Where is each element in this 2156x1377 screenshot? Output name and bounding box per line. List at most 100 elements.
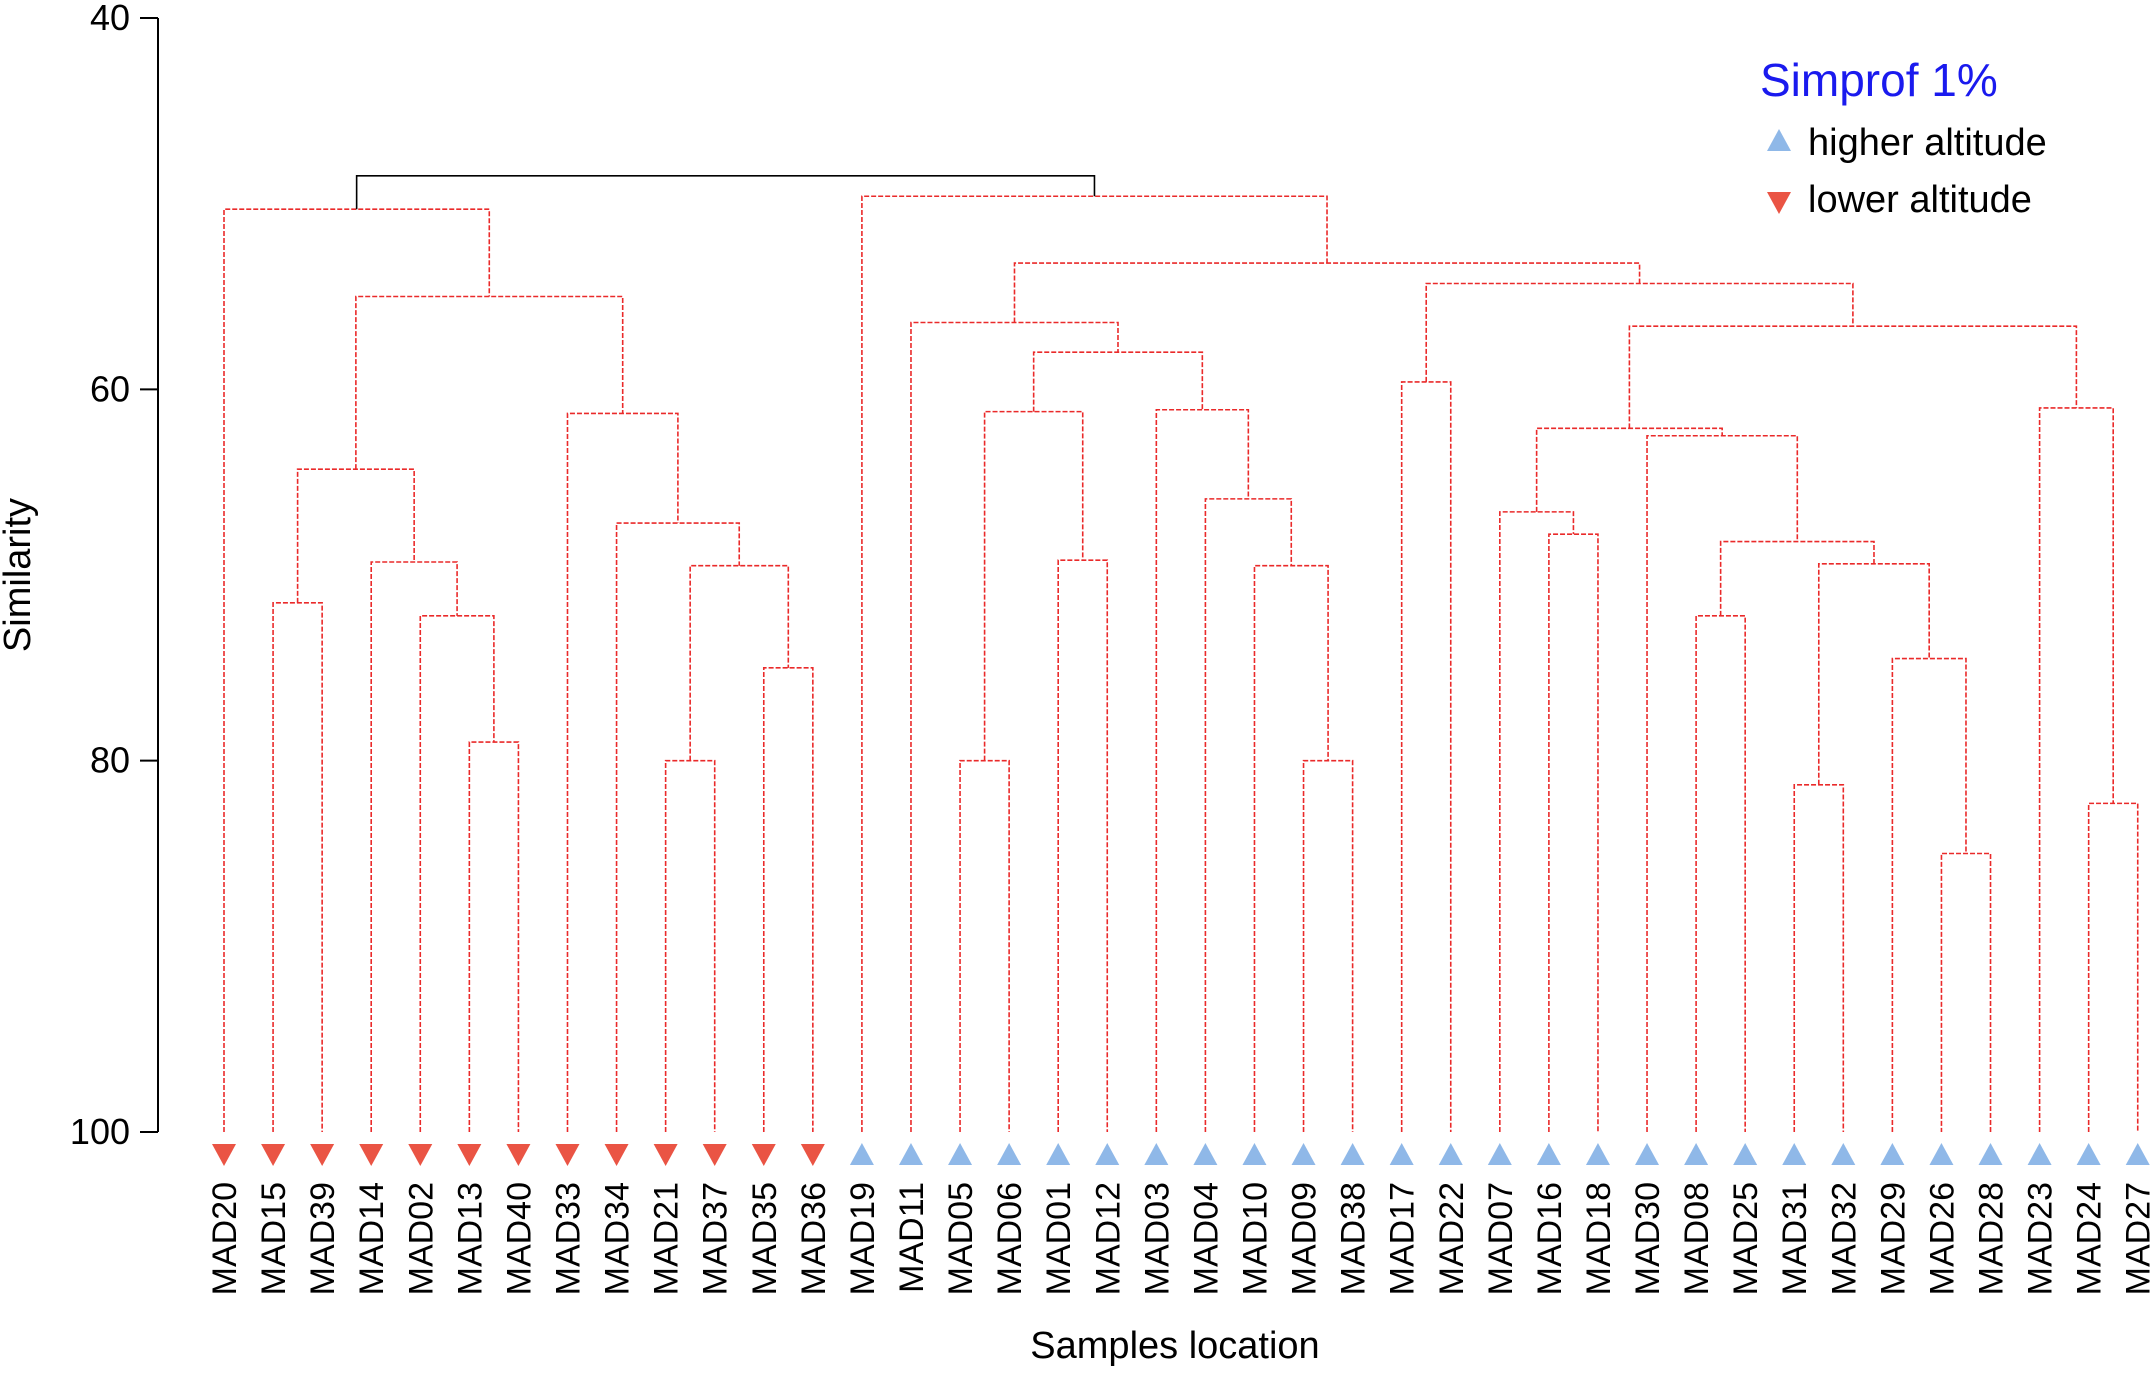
leaf-labels: MAD20 MAD15 MAD39 MAD14 MAD02 MAD13 MAD40 MAD33… xyxy=(206,1182,2156,1295)
dendrogram-branch xyxy=(1425,282,1854,382)
leaf-marker-higher xyxy=(2076,1143,2101,1165)
dendrogram-branch xyxy=(1646,434,1799,1132)
legend-lower-label: lower altitude xyxy=(1808,179,2032,221)
leaf-marker-lower xyxy=(800,1144,825,1166)
dendrogram-branch xyxy=(419,615,495,1132)
dendrogram-branch xyxy=(689,564,790,761)
leaf-marker-lower xyxy=(506,1144,531,1166)
dendrogram-branch xyxy=(1499,511,1575,1132)
leaf-marker-higher xyxy=(1978,1143,2003,1165)
dendrogram-branch xyxy=(1535,427,1723,512)
legend-higher-label: higher altitude xyxy=(1808,122,2047,164)
leaf-label: MAD18 xyxy=(1580,1182,1618,1295)
dendrogram-branch xyxy=(1793,784,1845,1132)
dendrogram-branch xyxy=(468,741,520,1132)
leaf-label: MAD13 xyxy=(451,1182,489,1295)
dendrogram-branch xyxy=(272,602,323,1132)
dendrogram-branch xyxy=(1302,759,1354,1132)
dendrogram-branch xyxy=(566,412,679,1132)
leaf-marker-lower xyxy=(261,1144,286,1166)
dendrogram-branch xyxy=(1548,533,1599,1132)
leaf-marker-higher xyxy=(2027,1143,2052,1165)
dendrogram-branch xyxy=(2087,802,2139,1132)
leaf-marker-higher xyxy=(1144,1143,1169,1165)
dendrogram-branch xyxy=(296,468,415,603)
dendrogram-branch xyxy=(1013,262,1641,323)
y-tick-label: 40 xyxy=(90,0,130,38)
leaf-label: MAD05 xyxy=(942,1182,980,1295)
leaf-label: MAD17 xyxy=(1384,1182,1422,1295)
y-tick-label: 100 xyxy=(70,1111,130,1152)
leaf-marker-higher xyxy=(1095,1143,1120,1165)
y-axis: 40 60 80 100 xyxy=(70,0,159,1152)
leaf-marker-higher xyxy=(898,1143,923,1165)
leaf-label: MAD07 xyxy=(1482,1182,1520,1295)
leaf-marker-lower xyxy=(212,1144,236,1166)
leaf-marker-higher xyxy=(1193,1143,1218,1165)
legend-lower-marker xyxy=(1767,192,1791,214)
leaf-label: MAD16 xyxy=(1531,1182,1569,1295)
leaf-label: MAD12 xyxy=(1089,1182,1127,1295)
dendrogram-branch xyxy=(355,175,1096,210)
leaf-marker-higher xyxy=(1733,1143,1758,1165)
leaf-marker-lower xyxy=(604,1144,629,1166)
leaf-label: MAD22 xyxy=(1433,1182,1471,1295)
leaf-label: MAD14 xyxy=(353,1182,391,1295)
leaf-label: MAD39 xyxy=(304,1182,342,1295)
leaf-label: MAD30 xyxy=(1629,1182,1667,1295)
leaf-marker-lower xyxy=(359,1144,384,1166)
leaf-marker-higher xyxy=(1046,1143,1071,1165)
leaf-label: MAD09 xyxy=(1286,1182,1324,1295)
y-tick-label: 80 xyxy=(90,740,130,781)
dendrogram-branch xyxy=(1155,408,1250,1132)
leaf-label: MAD10 xyxy=(1236,1182,1274,1295)
dendrogram-branch xyxy=(664,759,716,1132)
leaf-marker-lower xyxy=(653,1144,678,1166)
leaf-label: MAD24 xyxy=(2071,1182,2109,1295)
leaf-marker-higher xyxy=(1585,1143,1610,1165)
leaf-label: MAD23 xyxy=(2022,1182,2060,1295)
dendrogram-branch xyxy=(1719,540,1875,616)
leaf-marker-higher xyxy=(1782,1143,1807,1165)
leaf-marker-higher xyxy=(1536,1143,1561,1165)
leaf-marker-lower xyxy=(457,1144,482,1166)
legend: Simprof 1% higher altitude lower altitud… xyxy=(1760,54,2047,221)
leaf-label: MAD25 xyxy=(1727,1182,1765,1295)
dendrogram-branch xyxy=(1057,559,1109,1132)
dendrogram-branch xyxy=(1400,381,1452,1132)
dendrogram-branch xyxy=(983,410,1084,761)
leaf-marker-higher xyxy=(1291,1143,1316,1165)
dendrogram-branch xyxy=(1628,325,2078,429)
leaf-marker-lower xyxy=(408,1144,433,1166)
leaf-label: MAD08 xyxy=(1678,1182,1716,1295)
leaf-marker-higher xyxy=(1389,1143,1414,1165)
leaf-label: MAD31 xyxy=(1776,1182,1814,1295)
leaf-label: MAD28 xyxy=(1973,1182,2011,1295)
dendrogram-branch xyxy=(1253,564,1329,1132)
leaf-label: MAD26 xyxy=(1923,1182,1961,1295)
leaf-label: MAD29 xyxy=(1874,1182,1912,1295)
leaf-marker-lower xyxy=(555,1144,580,1166)
leaf-label: MAD21 xyxy=(648,1182,686,1295)
dendrogram-branch xyxy=(1940,852,1992,1132)
y-axis-title: Similarity xyxy=(0,498,39,652)
dendrogram-branch xyxy=(355,295,624,470)
leaf-marker-higher xyxy=(2125,1143,2150,1165)
leaf-marker-higher xyxy=(948,1143,973,1165)
leaf-label: MAD20 xyxy=(206,1182,244,1295)
leaf-marker-lower xyxy=(310,1144,335,1166)
leaf-label: MAD37 xyxy=(697,1182,735,1295)
y-tick-label: 60 xyxy=(90,368,130,409)
x-axis-title: Samples location xyxy=(1030,1325,1319,1367)
leaf-marker-higher xyxy=(997,1143,1022,1165)
leaf-marker-higher xyxy=(1438,1143,1463,1165)
leaf-marker-higher xyxy=(1635,1143,1660,1165)
leaf-label: MAD01 xyxy=(1040,1182,1078,1295)
dendrogram-branch xyxy=(910,321,1119,1132)
leaf-label: MAD40 xyxy=(500,1182,538,1295)
leaf-marker-higher xyxy=(1831,1143,1856,1165)
leaf-label: MAD11 xyxy=(893,1182,931,1293)
leaf-label: MAD36 xyxy=(795,1182,833,1295)
leaf-marker-higher xyxy=(1242,1143,1267,1165)
leaf-marker-higher xyxy=(1929,1143,1954,1165)
